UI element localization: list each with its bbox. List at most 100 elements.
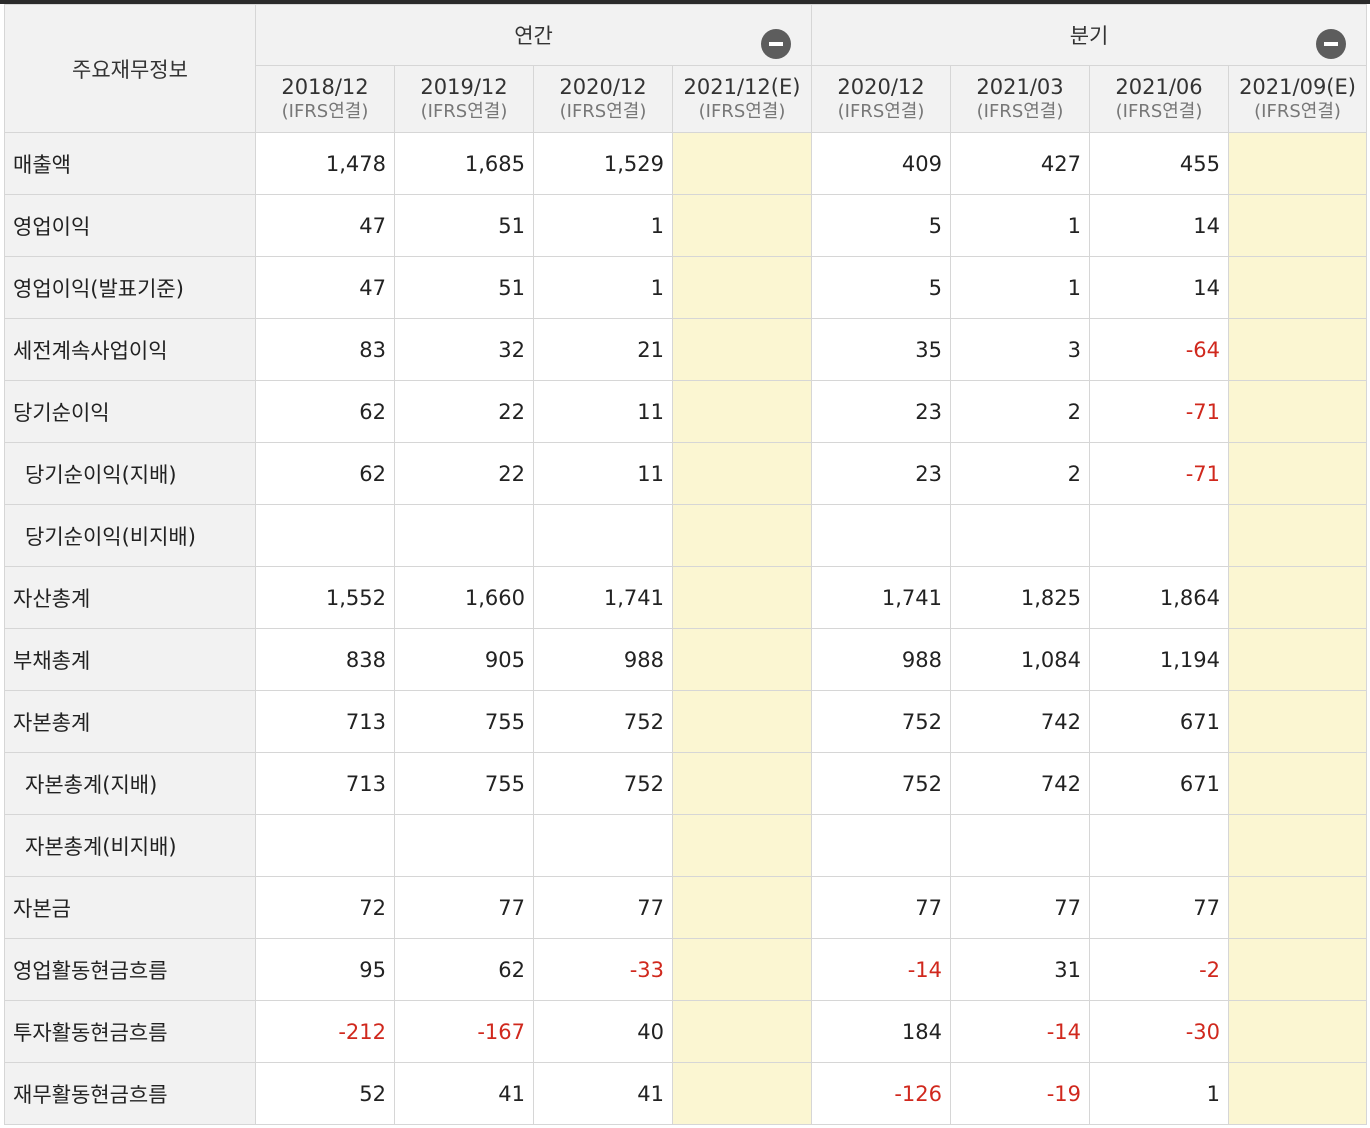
value-cell: 1 (1089, 1062, 1230, 1125)
value-cell (1089, 504, 1230, 567)
value-cell (394, 504, 534, 567)
row-label[interactable]: 세전계속사업이익 (4, 318, 256, 381)
value-cell (671, 752, 813, 815)
table-row: 자본총계 713 755 752 752 742 671 (4, 690, 1368, 753)
value-cell (950, 814, 1091, 877)
row-label[interactable]: 영업활동현금흐름 (4, 938, 256, 1001)
value-cell: -30 (1089, 1000, 1230, 1063)
value-cell (394, 814, 534, 877)
value-cell: 1 (533, 194, 673, 257)
value-cell: 14 (1089, 194, 1230, 257)
value-cell (671, 566, 813, 629)
value-cell: 905 (394, 628, 534, 691)
table-row: 세전계속사업이익 83 32 21 35 3 -64 (4, 318, 1368, 381)
row-label[interactable]: 영업이익(발표기준) (4, 256, 256, 319)
value-cell: 62 (255, 380, 395, 443)
table-row: 자본총계(비지배) (4, 814, 1368, 877)
value-cell: 1,741 (811, 566, 952, 629)
value-cell: -33 (533, 938, 673, 1001)
value-cell: 427 (950, 132, 1091, 195)
value-cell (811, 814, 952, 877)
value-cell: 14 (1089, 256, 1230, 319)
value-cell: 5 (811, 256, 952, 319)
value-cell (671, 1000, 813, 1063)
value-cell: -212 (255, 1000, 395, 1063)
row-label[interactable]: 자본총계(지배) (4, 752, 256, 815)
value-cell: 1 (533, 256, 673, 319)
value-cell: 1,084 (950, 628, 1091, 691)
value-cell: 838 (255, 628, 395, 691)
value-cell: 2 (950, 442, 1091, 505)
value-cell: 23 (811, 442, 952, 505)
row-label[interactable]: 매출액 (4, 132, 256, 195)
value-cell: 1 (950, 194, 1091, 257)
value-cell: 31 (950, 938, 1091, 1001)
value-cell: 1,685 (394, 132, 534, 195)
value-cell: 72 (255, 876, 395, 939)
value-cell (1228, 938, 1368, 1001)
column-basis: (IFRS연결) (976, 101, 1064, 122)
row-label[interactable]: 당기순이익(비지배) (4, 504, 256, 567)
value-cell (671, 938, 813, 1001)
column-header: 2021/12(E) (IFRS연결) (671, 65, 813, 133)
value-cell: 40 (533, 1000, 673, 1063)
value-cell (1228, 566, 1368, 629)
row-label[interactable]: 자본금 (4, 876, 256, 939)
value-cell: 23 (811, 380, 952, 443)
group-header-annual: 연간 (254, 4, 813, 66)
value-cell (671, 690, 813, 753)
column-basis: (IFRS연결) (1254, 101, 1341, 122)
minus-circle-icon[interactable] (761, 29, 792, 59)
column-header: 2019/12 (IFRS연결) (394, 65, 534, 133)
value-cell (671, 380, 813, 443)
value-cell (1228, 1062, 1368, 1125)
column-period: 2020/12 (837, 75, 925, 99)
value-cell: -71 (1089, 380, 1230, 443)
top-border (0, 0, 1370, 4)
row-label[interactable]: 재무활동현금흐름 (4, 1062, 256, 1125)
row-label[interactable]: 투자활동현금흐름 (4, 1000, 256, 1063)
row-label[interactable]: 당기순이익 (4, 380, 256, 443)
value-cell (533, 504, 673, 567)
table-row: 부채총계 838 905 988 988 1,084 1,194 (4, 628, 1368, 691)
row-label[interactable]: 자본총계(비지배) (4, 814, 256, 877)
row-label[interactable]: 영업이익 (4, 194, 256, 257)
value-cell: -167 (394, 1000, 534, 1063)
row-label[interactable]: 당기순이익(지배) (4, 442, 256, 505)
row-label[interactable]: 부채총계 (4, 628, 256, 691)
value-cell: 752 (533, 690, 673, 753)
value-cell: 47 (255, 194, 395, 257)
value-cell: 3 (950, 318, 1091, 381)
value-cell (671, 132, 813, 195)
column-period: 2020/12 (559, 75, 647, 99)
value-cell: 77 (811, 876, 952, 939)
table-row: 자본총계(지배) 713 755 752 752 742 671 (4, 752, 1368, 815)
minus-circle-icon[interactable] (1316, 29, 1347, 59)
value-cell (671, 1062, 813, 1125)
value-cell: 713 (255, 690, 395, 753)
column-period: 2021/09(E) (1239, 75, 1356, 99)
value-cell (1089, 814, 1230, 877)
value-cell: 11 (533, 442, 673, 505)
value-cell (1228, 256, 1368, 319)
value-cell: 22 (394, 380, 534, 443)
value-cell: 1,478 (255, 132, 395, 195)
value-cell: 755 (394, 690, 534, 753)
column-basis: (IFRS연결) (559, 101, 647, 122)
row-label[interactable]: 자산총계 (4, 566, 256, 629)
financial-table: 주요재무정보 연간 분기 2018/12 (IFRS연결) 2019/12 (IFRS… (4, 4, 1368, 1125)
value-cell: -14 (811, 938, 952, 1001)
table-row: 당기순이익(비지배) (4, 504, 1368, 567)
column-period: 2021/12(E) (683, 75, 801, 99)
row-label[interactable]: 자본총계 (4, 690, 256, 753)
value-cell: 52 (255, 1062, 395, 1125)
value-cell: 32 (394, 318, 534, 381)
value-cell: 62 (394, 938, 534, 1001)
column-header: 2020/12 (IFRS연결) (533, 65, 673, 133)
value-cell: 752 (811, 690, 952, 753)
value-cell: 77 (1089, 876, 1230, 939)
value-cell: 1,194 (1089, 628, 1230, 691)
column-header: 2021/06 (IFRS연결) (1089, 65, 1230, 133)
table-row: 자본금 72 77 77 77 77 77 (4, 876, 1368, 939)
